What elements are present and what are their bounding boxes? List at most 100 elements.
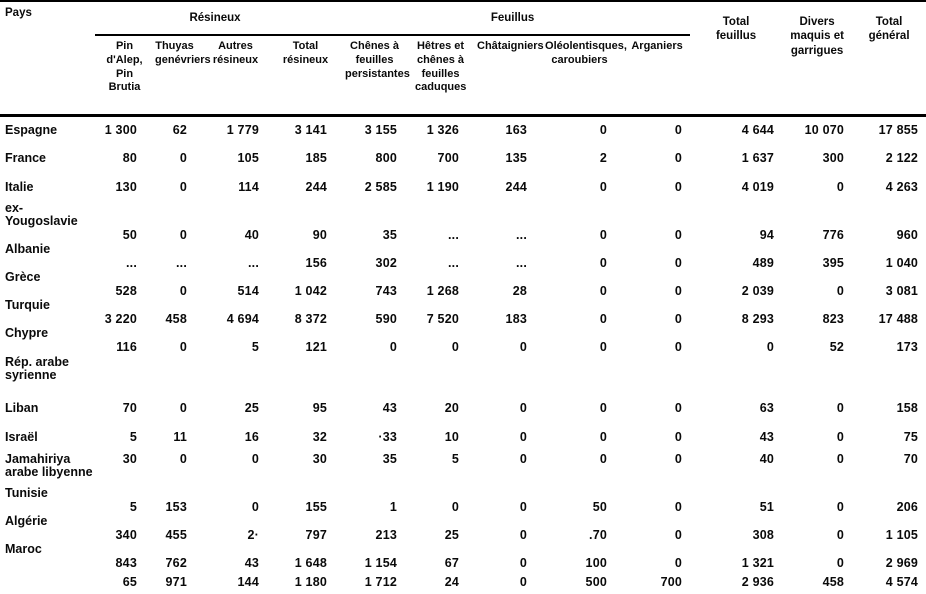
header-oleolentisques-caroubiers: Oléolentisques, caroubiers [535,35,627,117]
value-cell: 0 [674,528,683,542]
value-cell [690,486,782,500]
value-cell: 65 [122,574,137,589]
value-cell [467,242,535,256]
value-cell [145,354,195,394]
value-cell: 2 [599,150,608,165]
value-cell: ... [515,228,528,242]
value-cell [782,242,852,256]
table-row: Italie 130 0 114 244 2 585 1 190 244 0 0 4 019 0 4 2… [0,173,926,202]
value-cell: 1 190 [426,179,460,194]
country-label: Algérie [5,514,48,528]
value-cell: 0 [179,228,187,242]
value-cell [535,242,615,256]
value-cell: 0 [836,401,845,416]
value-cell: 1 040 [885,256,919,270]
value-cell [95,514,145,528]
value-cell: 0 [451,500,460,514]
value-cell: 70 [903,452,919,467]
value-cell: 90 [312,228,328,242]
value-cell: 489 [752,256,775,270]
value-cell: ... [247,256,259,270]
value-cell: ... [125,256,137,270]
value-cell [195,270,267,284]
value-cell: 0 [674,179,683,194]
value-cell: 5 [251,340,259,354]
country-label: Rép. arabe syrienne [5,355,69,383]
table-row: Albanie [0,242,926,256]
value-cell: 700 [660,574,683,589]
header-group-feuillus: Feuillus [335,1,691,36]
value-cell: 94 [759,228,775,242]
value-cell: 1 326 [426,122,460,137]
value-cell: 302 [375,256,398,270]
header-divers-maquis: Divers maquis et garrigues [782,1,853,117]
value-cell [852,354,926,394]
value-cell: ... [515,256,528,270]
value-cell [615,326,690,340]
value-cell [615,514,690,528]
value-cell: 144 [237,574,259,589]
value-cell [782,354,852,394]
table-row: Turquie [0,298,926,312]
value-cell [267,514,335,528]
value-cell: 0 [599,312,608,326]
value-cell: 0 [519,430,528,445]
value-cell: 971 [165,574,187,589]
value-cell [195,242,267,256]
value-cell [195,326,267,340]
value-cell: 28 [512,284,528,298]
value-cell: 24 [444,574,460,589]
table-row: Maroc [0,542,926,556]
value-cell: 0 [179,452,187,467]
value-cell: 514 [237,284,259,298]
value-cell: 155 [305,500,328,514]
value-cell: 0 [599,122,608,137]
value-cell: 3 155 [364,122,398,137]
value-cell: .70 [589,528,608,542]
value-cell: ... [447,228,460,242]
table-row: ex-Yougoslavie [0,202,926,228]
value-cell [852,326,926,340]
value-cell: 40 [244,228,259,242]
value-cell: 0 [836,556,845,570]
value-cell: 213 [375,528,398,542]
value-cell: 960 [896,228,919,242]
value-cell [852,486,926,500]
value-cell: 0 [179,340,187,354]
value-cell [852,298,926,312]
value-cell: 0 [836,452,845,467]
value-cell [267,542,335,556]
value-cell: 0 [674,122,683,137]
value-cell: 11 [173,430,187,445]
country-label: Albanie [5,242,51,256]
value-cell: 0 [179,150,187,165]
value-cell: 25 [444,528,460,542]
country-label: Italie [5,179,34,194]
value-cell: 43 [759,430,775,445]
value-cell [852,202,926,228]
value-cell [267,326,335,340]
value-cell [195,354,267,394]
value-cell [95,298,145,312]
value-cell: 0 [519,528,528,542]
value-cell [615,270,690,284]
value-cell [267,202,335,228]
value-cell [615,298,690,312]
value-cell: 0 [519,500,528,514]
value-cell [690,298,782,312]
value-cell: 0 [836,179,845,194]
country-label [0,284,95,298]
value-cell: 5 [129,430,137,445]
value-cell [145,270,195,284]
value-cell [195,486,267,500]
value-cell: 25 [244,401,259,416]
value-cell [852,514,926,528]
value-cell [405,354,467,394]
value-cell [405,486,467,500]
value-cell: 244 [305,179,328,194]
value-cell: 0 [836,528,845,542]
value-cell: 700 [437,150,460,165]
table-header: Pays Résineux Feuillus Total feuillus Di… [0,1,926,117]
value-cell [782,270,852,284]
